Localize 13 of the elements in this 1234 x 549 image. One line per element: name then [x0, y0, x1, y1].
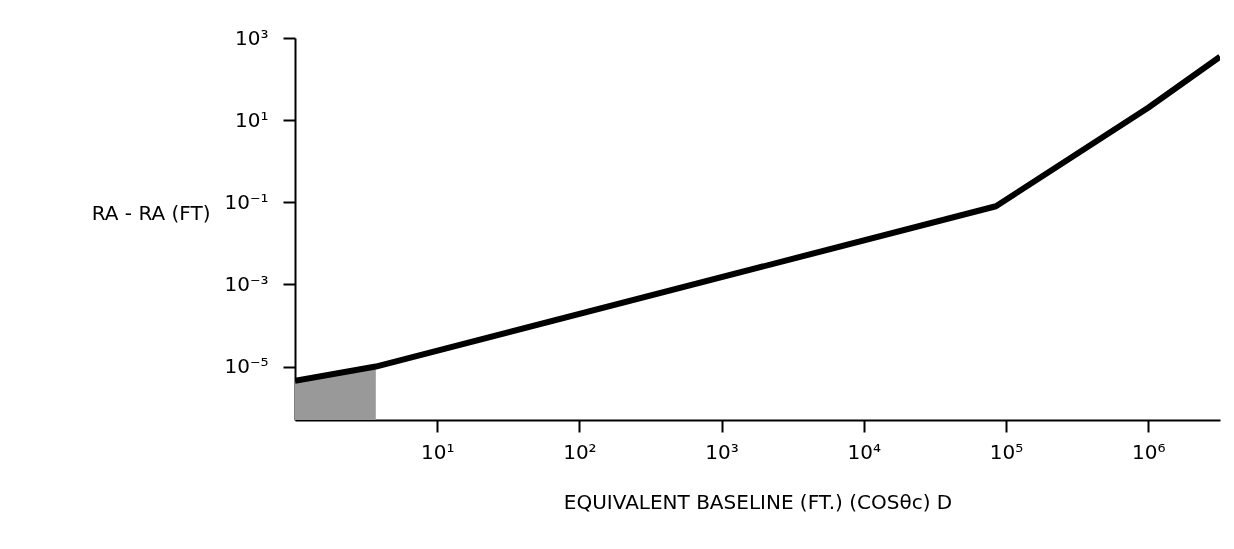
x-tick-label: 10² — [563, 439, 597, 464]
x-tick-label: 10⁶ — [1131, 439, 1166, 464]
y-tick-label: 10⁻⁵ — [224, 354, 269, 379]
y-tick-label: 10¹ — [235, 107, 269, 132]
x-tick-label: 10⁵ — [989, 439, 1024, 464]
x-tick-label: 10¹ — [420, 439, 455, 464]
x-axis-title: EQUIVALENT BASELINE (FT.) (COSθc) D — [563, 489, 953, 514]
y-tick-label: 10⁻³ — [224, 271, 269, 296]
y-tick-label: 10⁻¹ — [224, 189, 269, 214]
y-tick-label: 10³ — [235, 25, 269, 50]
x-tick-label: 10³ — [705, 439, 739, 464]
y-axis-title: RA - RA (FT) — [91, 200, 211, 225]
x-tick-label: 10⁴ — [847, 439, 882, 464]
